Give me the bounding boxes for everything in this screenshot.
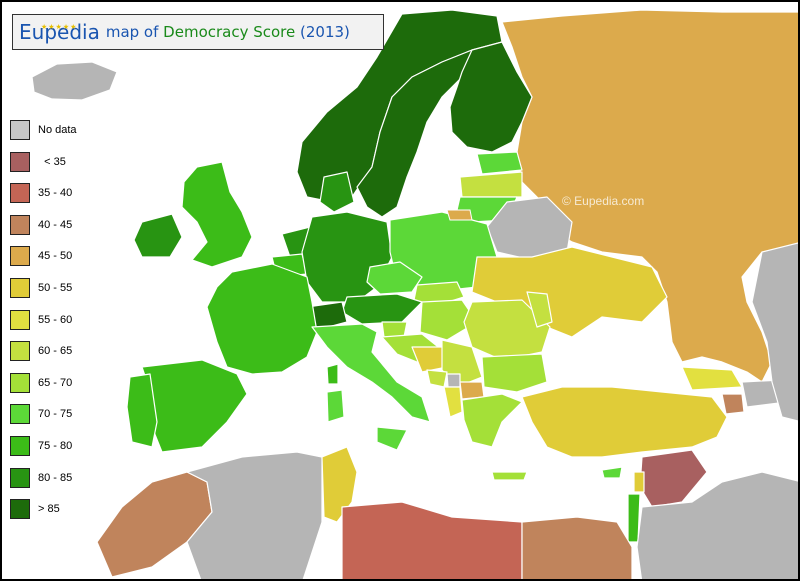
legend-swatch bbox=[10, 277, 30, 298]
region-crete bbox=[491, 471, 528, 481]
region-france bbox=[206, 263, 318, 375]
title-subject: Democracy Score bbox=[163, 23, 296, 41]
legend-swatch bbox=[10, 499, 30, 520]
legend-label: 70 - 75 bbox=[38, 408, 73, 421]
region-cyprus bbox=[601, 466, 623, 479]
region-spain bbox=[141, 359, 248, 453]
legend-item: 65 - 70 bbox=[10, 372, 110, 405]
legend-item: 50 - 55 bbox=[10, 277, 110, 310]
region-moldova bbox=[526, 291, 553, 328]
legend-label: 35 - 40 bbox=[38, 187, 73, 200]
sea-baltic bbox=[402, 152, 457, 217]
legend-swatch bbox=[10, 467, 30, 488]
region-caucasus-east bbox=[751, 242, 798, 422]
legend-item: 70 - 75 bbox=[10, 404, 110, 436]
region-bulgaria bbox=[481, 353, 548, 393]
title-bar: ★★★★★ Eupedia map of Democracy Score (20… bbox=[12, 14, 384, 50]
region-italy bbox=[311, 323, 431, 423]
region-corsica bbox=[326, 363, 339, 385]
region-ireland bbox=[133, 213, 183, 258]
region-austria bbox=[341, 293, 423, 325]
region-libya bbox=[341, 501, 523, 579]
region-egypt bbox=[521, 516, 633, 579]
legend-item: > 85 bbox=[10, 499, 110, 531]
legend-label: 75 - 80 bbox=[38, 439, 73, 452]
legend-label: < 35 bbox=[38, 155, 66, 168]
region-denmark bbox=[319, 171, 355, 213]
region-montenegro bbox=[426, 369, 448, 388]
legend-item: < 35 bbox=[10, 151, 110, 184]
region-middle-east bbox=[636, 471, 798, 579]
legend-swatch bbox=[10, 309, 30, 330]
region-sweden bbox=[356, 49, 473, 218]
legend-label: 65 - 70 bbox=[38, 376, 73, 389]
region-uk bbox=[181, 161, 253, 268]
legend-item: 55 - 60 bbox=[10, 309, 110, 342]
region-hungary bbox=[419, 299, 478, 341]
region-kosovo bbox=[446, 373, 461, 388]
legend-label: 50 - 55 bbox=[38, 281, 73, 294]
page-title: map of Democracy Score (2013) bbox=[106, 23, 350, 41]
region-tunisia bbox=[321, 446, 358, 523]
legend-swatch bbox=[10, 151, 30, 172]
region-czechia bbox=[366, 261, 423, 295]
legend-label: > 85 bbox=[38, 503, 60, 516]
region-kaliningrad bbox=[446, 209, 473, 221]
legend-swatch bbox=[10, 120, 30, 140]
region-lebanon bbox=[633, 471, 645, 493]
legend-swatch bbox=[10, 404, 30, 425]
legend: No data < 35 35 - 40 40 - 45 45 - 50 50 - 55… bbox=[10, 120, 110, 531]
legend-swatch bbox=[10, 183, 30, 204]
region-estonia bbox=[476, 151, 523, 175]
legend-label: No data bbox=[38, 124, 77, 136]
legend-item: 80 - 85 bbox=[10, 467, 110, 500]
region-algeria bbox=[186, 451, 323, 579]
legend-item: No data bbox=[10, 120, 110, 152]
region-sicily bbox=[376, 426, 408, 451]
region-albania bbox=[443, 386, 463, 418]
legend-label: 45 - 50 bbox=[38, 250, 73, 263]
legend-swatch bbox=[10, 435, 30, 456]
legend-swatch bbox=[10, 372, 30, 393]
brand-logo: Eupedia bbox=[19, 20, 100, 44]
legend-label: 80 - 85 bbox=[38, 471, 73, 484]
region-latvia bbox=[459, 171, 523, 198]
title-prefix: map of bbox=[105, 23, 159, 41]
legend-item: 40 - 45 bbox=[10, 214, 110, 247]
watermark: © Eupedia.com bbox=[364, 477, 447, 491]
legend-item: 45 - 50 bbox=[10, 246, 110, 278]
legend-swatch bbox=[10, 341, 30, 362]
legend-label: 40 - 45 bbox=[38, 218, 73, 231]
legend-label: 55 - 60 bbox=[38, 313, 73, 326]
region-macedonia bbox=[459, 381, 485, 400]
region-armenia bbox=[721, 393, 745, 415]
legend-swatch bbox=[10, 246, 30, 267]
region-finland bbox=[449, 41, 533, 153]
legend-item: 60 - 65 bbox=[10, 341, 110, 373]
legend-item: 35 - 40 bbox=[10, 183, 110, 215]
region-portugal bbox=[126, 373, 158, 448]
region-sardinia bbox=[326, 389, 345, 423]
legend-label: 60 - 65 bbox=[38, 345, 73, 358]
legend-swatch bbox=[10, 214, 30, 235]
region-iceland bbox=[31, 61, 118, 101]
region-greece bbox=[461, 393, 523, 448]
stars-icon: ★★★★★ bbox=[41, 24, 78, 31]
legend-item: 75 - 80 bbox=[10, 435, 110, 468]
watermark: © Eupedia.com bbox=[562, 194, 645, 208]
region-slovenia bbox=[381, 321, 408, 338]
region-georgia bbox=[681, 366, 743, 391]
title-year: (2013) bbox=[300, 23, 350, 41]
region-turkey bbox=[521, 386, 728, 458]
